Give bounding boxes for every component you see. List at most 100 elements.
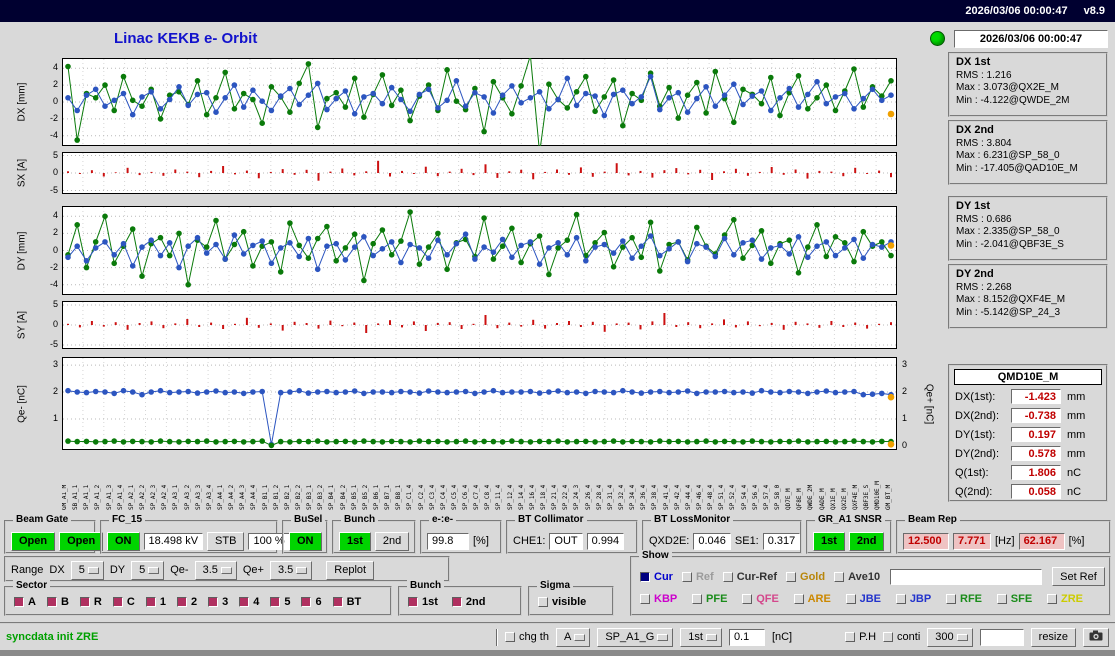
sector-frame: Sector ABRC123456BT	[4, 586, 392, 616]
checkbox-kbp[interactable]: KBP	[640, 593, 677, 605]
dx-1st-stats: DX 1st RMS : 1.216 Max : 3.073@QX2E_M Mi…	[948, 52, 1108, 117]
checkbox-bt[interactable]: BT	[333, 596, 362, 608]
checkbox-cur-ref[interactable]: Cur-Ref	[723, 571, 777, 583]
dx-axis-label: DX [mm]	[17, 83, 28, 122]
checkbox-4[interactable]: 4	[239, 596, 259, 608]
range-dy-select[interactable]: 5	[131, 561, 164, 580]
checkbox-jbp[interactable]: JBP	[896, 593, 931, 605]
qem-axis: Qe- [nC]321	[6, 357, 60, 450]
checkbox-indicator	[47, 597, 57, 607]
checkbox-sfe[interactable]: SFE	[997, 593, 1032, 605]
x-axis-labels: GM_A1_MSB_A1_1SP_A1_1SP_A1_2SP_A1_3SP_A1…	[62, 452, 897, 510]
y-tick-label: 0	[53, 245, 58, 255]
checkbox-gold[interactable]: Gold	[786, 571, 825, 583]
bunch-select-frame-label: Bunch	[407, 580, 444, 592]
checkbox-label: Ref	[696, 571, 714, 583]
checkbox-b[interactable]: B	[47, 596, 69, 608]
bunch-1st-button[interactable]: 1st	[339, 532, 371, 551]
resize-button[interactable]: resize	[1031, 628, 1076, 647]
checkbox-indicator	[146, 597, 156, 607]
dx-orbit-plot[interactable]	[62, 58, 897, 146]
set-ref-button[interactable]: Set Ref	[1052, 567, 1105, 586]
stats-max: Max : 6.231@SP_58_0	[950, 149, 1106, 162]
checkbox-1[interactable]: 1	[146, 596, 166, 608]
range-qep-select[interactable]: 3.5	[270, 561, 312, 580]
checkbox-label: R	[94, 596, 102, 608]
busel-frame-label: BuSel	[291, 514, 325, 526]
threshold-input[interactable]	[729, 629, 765, 646]
checkbox-visible[interactable]: visible	[538, 596, 586, 608]
fc15-voltage-value: 18.498 kV	[144, 533, 204, 550]
bt-collimator-frame: BT Collimator CHE1: OUT 0.994	[506, 520, 638, 554]
checkbox-jbe[interactable]: JBE	[846, 593, 881, 605]
checkbox-1st[interactable]: 1st	[408, 596, 438, 608]
se1-label: SE1:	[735, 535, 759, 547]
checkbox-2nd[interactable]: 2nd	[452, 596, 486, 608]
dy-orbit-plot[interactable]	[62, 206, 897, 295]
extra-input[interactable]	[980, 629, 1024, 646]
checkbox-indicator	[786, 572, 796, 582]
ph-checkbox[interactable]: P.H	[845, 631, 876, 643]
checkbox-a[interactable]: A	[14, 596, 36, 608]
chg-th-checkbox[interactable]: chg th	[505, 631, 549, 643]
fc15-on-button[interactable]: ON	[107, 532, 140, 551]
checkbox-label: A	[28, 596, 36, 608]
y-tick-label: -4	[50, 279, 58, 289]
busel-on-button[interactable]: ON	[289, 532, 322, 551]
stats-max: Max : 3.073@QX2E_M	[950, 81, 1106, 94]
checkbox-c[interactable]: C	[113, 596, 135, 608]
replot-button[interactable]: Replot	[326, 561, 374, 580]
bunch-2nd-button[interactable]: 2nd	[375, 532, 409, 551]
checkbox-are[interactable]: ARE	[794, 593, 831, 605]
x-axis-label: SP_C1_4	[407, 452, 418, 510]
checkbox-indicator	[640, 572, 650, 582]
x-axis-label: SP_A3_1	[173, 452, 184, 510]
conti-checkbox[interactable]: conti	[883, 631, 920, 643]
checkbox-indicator	[538, 597, 548, 607]
sy-steering-plot[interactable]	[62, 301, 897, 349]
checkbox-label: ZRE	[1061, 593, 1083, 605]
beam-gate-open-button-1[interactable]: Open	[11, 532, 55, 551]
checkbox-2[interactable]: 2	[177, 596, 197, 608]
checkbox-indicator	[333, 597, 343, 607]
snsr-1st-button[interactable]: 1st	[813, 532, 845, 551]
y-tick-label: 0	[902, 440, 907, 450]
range-dx-select[interactable]: 5	[71, 561, 104, 580]
checkbox-ave10[interactable]: Ave10	[834, 571, 880, 583]
bunch-frame: Bunch 1st 2nd	[332, 520, 416, 554]
checkbox-3[interactable]: 3	[208, 596, 228, 608]
checkbox-label: JBE	[860, 593, 881, 605]
checkbox-qfe[interactable]: QFE	[742, 593, 779, 605]
device-select[interactable]: SP_A1_G	[597, 628, 673, 647]
checkbox-label: KBP	[654, 593, 677, 605]
y-tick-label: -2	[50, 262, 58, 272]
bunch-select[interactable]: 1st	[680, 628, 722, 647]
checkbox-ref[interactable]: Ref	[682, 571, 714, 583]
snsr-2nd-button[interactable]: 2nd	[849, 532, 885, 551]
screenshot-button[interactable]	[1083, 628, 1109, 647]
checkbox-pfe[interactable]: PFE	[692, 593, 727, 605]
ref-name-input[interactable]	[890, 569, 1042, 585]
checkbox-zre[interactable]: ZRE	[1047, 593, 1083, 605]
checkbox-rfe[interactable]: RFE	[946, 593, 982, 605]
checkbox-label: QFE	[756, 593, 779, 605]
monitor-title: QMD10E_M	[954, 369, 1102, 385]
charge-plot[interactable]	[62, 357, 897, 450]
monitor-row-unit: mm	[1067, 391, 1085, 403]
checkbox-label: 6	[315, 596, 321, 608]
interval-select[interactable]: 300	[927, 628, 972, 647]
sector-select[interactable]: A	[556, 628, 590, 647]
fc15-stb-button[interactable]: STB	[207, 532, 244, 551]
range-qem-select[interactable]: 3.5	[195, 561, 237, 580]
checkbox-cur[interactable]: Cur	[640, 571, 673, 583]
checkbox-label: 3	[222, 596, 228, 608]
beam-gate-open-button-2[interactable]: Open	[59, 532, 103, 551]
checkbox-5[interactable]: 5	[270, 596, 290, 608]
status-bar: syncdata init ZRE chg th A SP_A1_G 1st […	[0, 622, 1115, 650]
checkbox-r[interactable]: R	[80, 596, 102, 608]
sx-steering-plot[interactable]	[62, 152, 897, 194]
conti-label: conti	[897, 631, 920, 643]
show-frame-label: Show	[639, 550, 672, 562]
checkbox-6[interactable]: 6	[301, 596, 321, 608]
checkbox-indicator	[270, 597, 280, 607]
